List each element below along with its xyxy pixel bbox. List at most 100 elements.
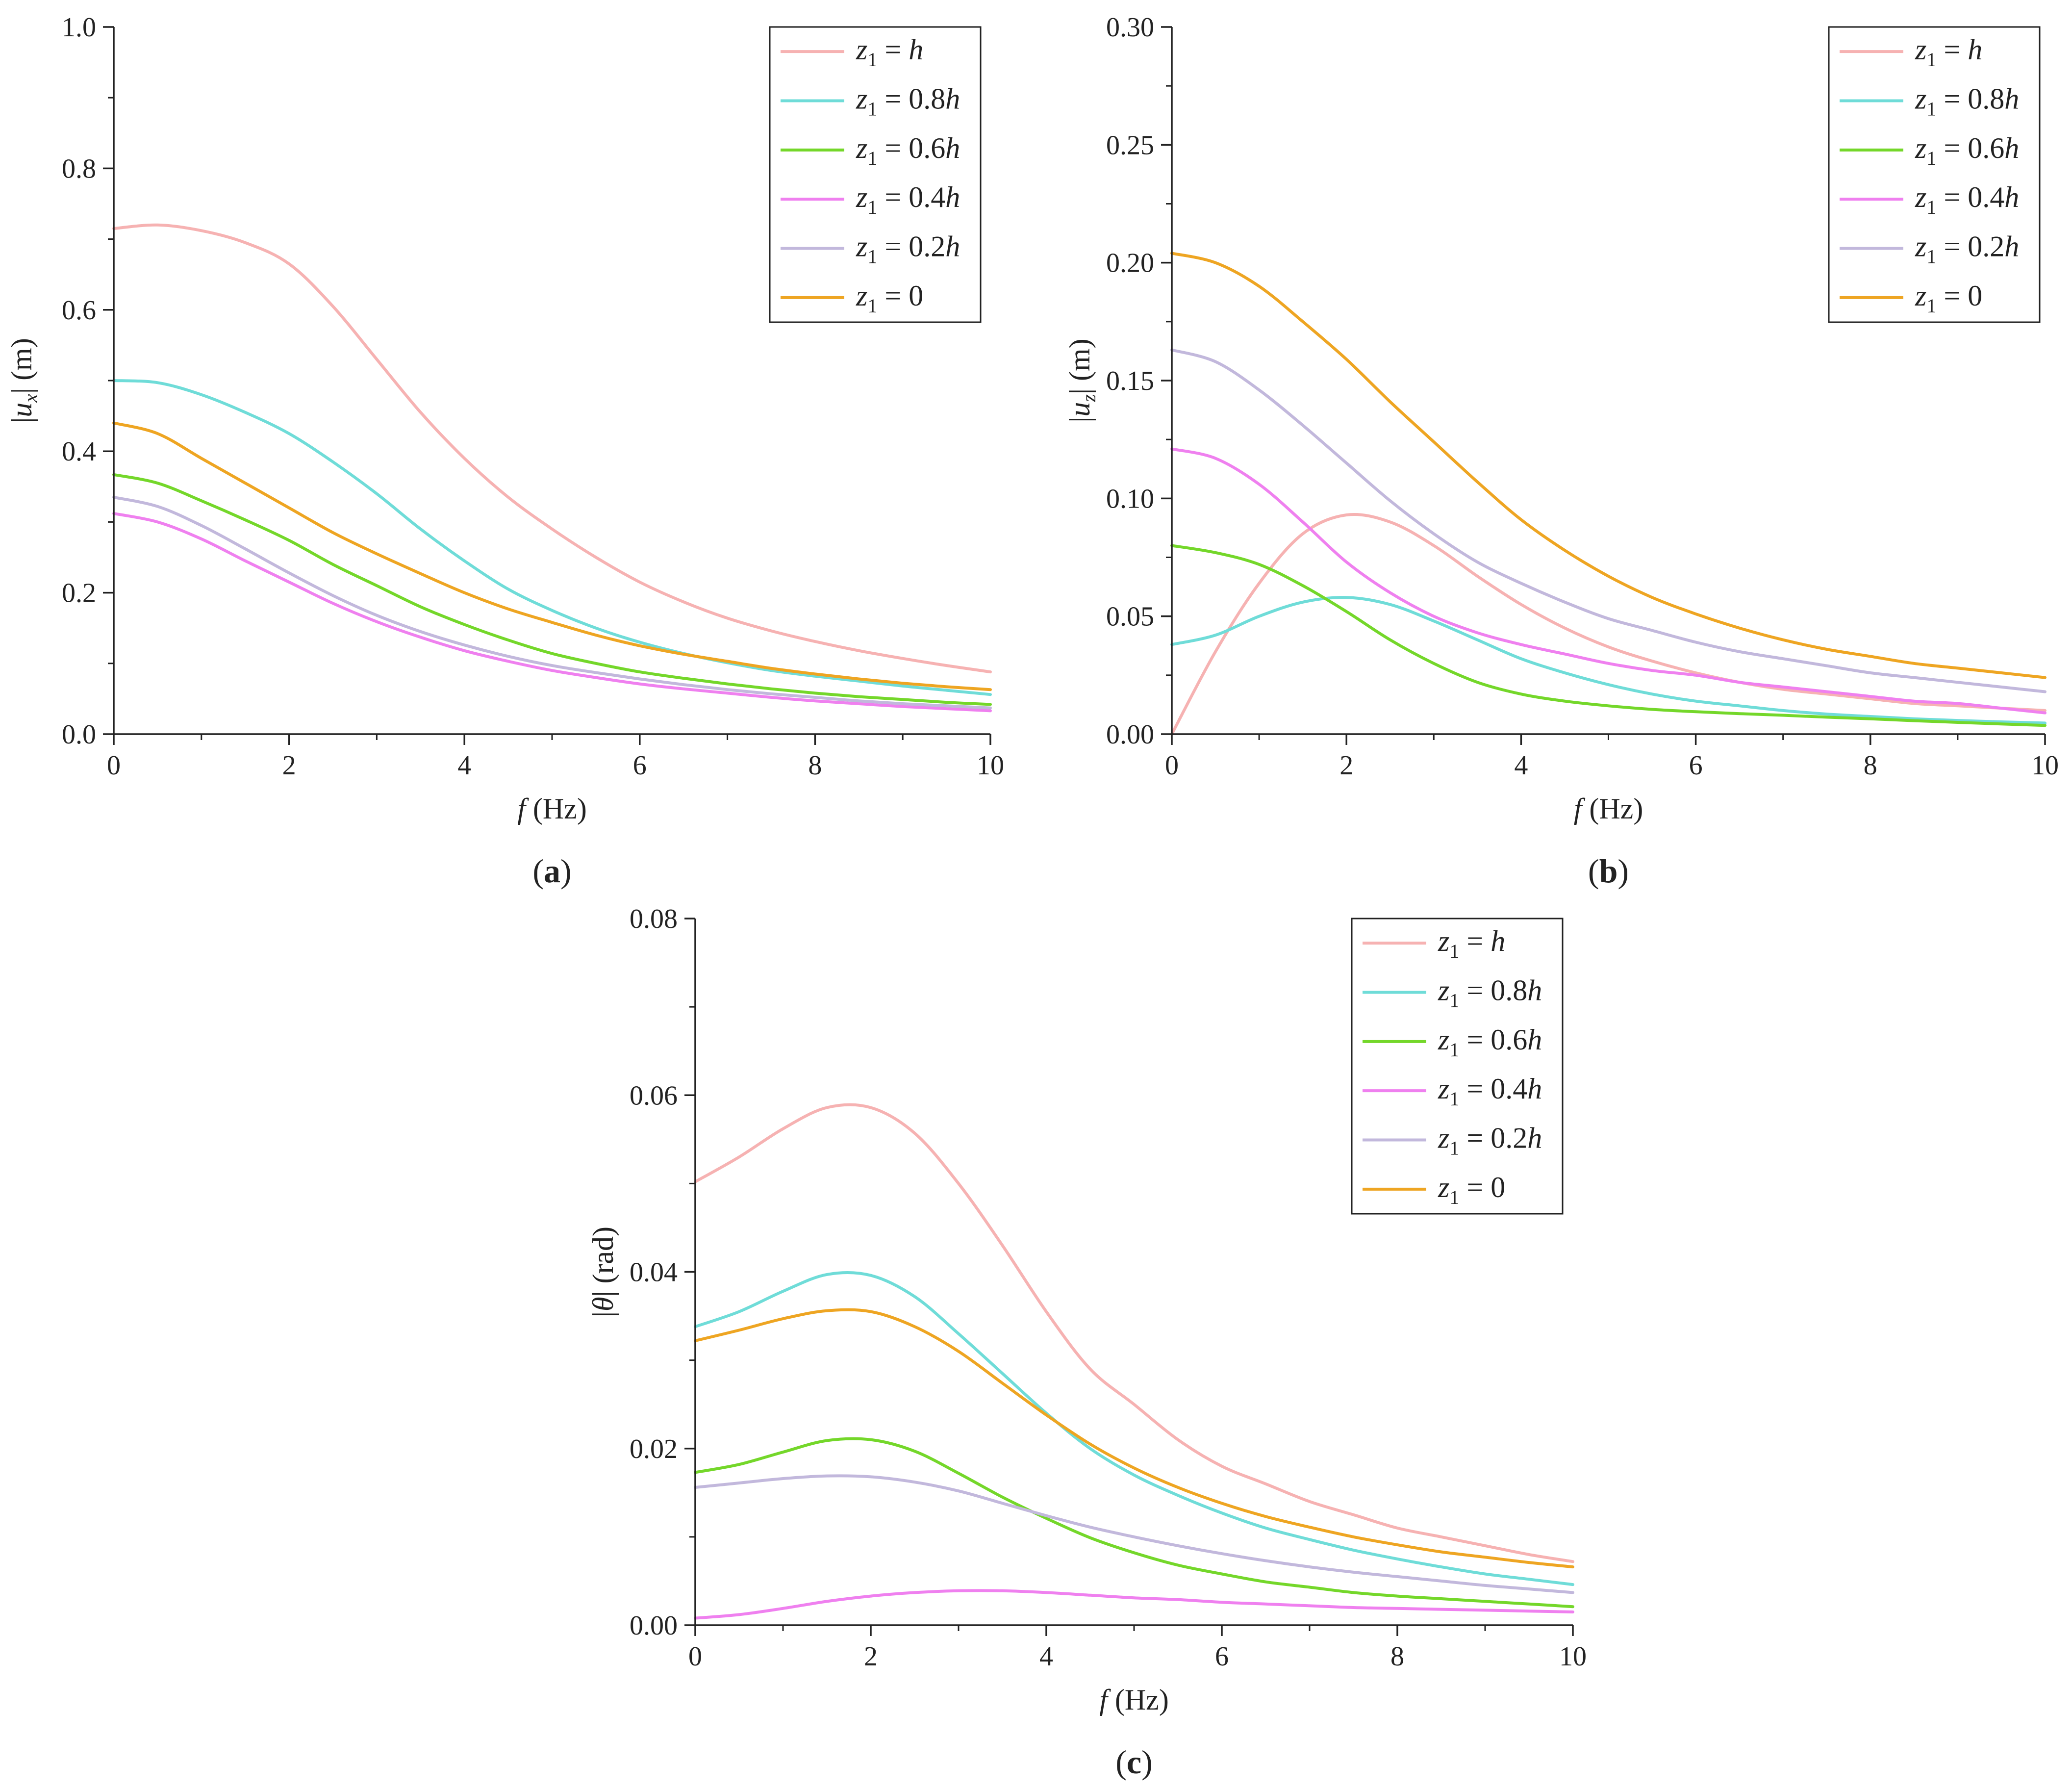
x-tick-label: 4 — [457, 750, 471, 781]
legend-item: z1 = 0.4h — [781, 181, 960, 218]
legend-item: z1 = 0 — [781, 280, 923, 317]
legend-label: z1 = 0 — [1438, 1171, 1505, 1208]
series-line-5 — [694, 1308, 1574, 1569]
legend-label: z1 = 0.2h — [856, 230, 960, 268]
legend: z1 = h z1 = 0.8h z1 = 0.6h z1 = 0.4h z1 = 0.… — [1351, 918, 1564, 1215]
legend-item: z1 = 0.6h — [1840, 132, 2019, 169]
y-tick-label: 0.15 — [1106, 366, 1154, 396]
x-tick-label: 10 — [977, 750, 1004, 781]
series-line-1 — [694, 1271, 1574, 1586]
legend-label: z1 = 0.2h — [1438, 1122, 1542, 1159]
series-line-0 — [694, 1103, 1574, 1563]
x-tick-label: 6 — [1215, 1641, 1229, 1672]
series-line-0 — [1170, 512, 2047, 736]
legend-label: z1 = h — [1915, 33, 1982, 71]
legend-label: z1 = h — [1438, 925, 1505, 962]
y-tick-label: 0.2 — [62, 578, 96, 609]
series-line-1 — [112, 379, 992, 696]
x-tick-label: 4 — [1039, 1641, 1053, 1672]
x-tick-label: 4 — [1514, 750, 1528, 781]
x-tick-label: 0 — [1165, 750, 1179, 781]
y-tick-label: 0.04 — [630, 1257, 678, 1288]
legend-item: z1 = 0.6h — [781, 132, 960, 169]
x-tick-label: 10 — [1559, 1641, 1587, 1672]
legend-label: z1 = 0 — [1915, 280, 1982, 317]
legend-item: z1 = 0.6h — [1363, 1023, 1542, 1061]
series-line-3 — [1170, 447, 2047, 715]
legend-label: z1 = 0.4h — [1915, 181, 2019, 218]
series-line-2 — [112, 473, 992, 706]
y-tick-label: 0.25 — [1106, 130, 1154, 160]
series-group — [1170, 252, 2047, 736]
x-axis-title: f (Hz) — [1574, 792, 1643, 825]
y-tick-label: 0.06 — [630, 1080, 678, 1111]
series-group — [694, 1103, 1574, 1620]
legend-box — [1351, 918, 1564, 1215]
x-axis-title: f (Hz) — [517, 792, 587, 825]
x-tick-label: 2 — [282, 750, 296, 781]
legend-label: z1 = 0.8h — [1438, 974, 1542, 1012]
legend-item: z1 = h — [781, 33, 923, 71]
x-tick-label: 6 — [1689, 750, 1703, 781]
series-line-2 — [694, 1437, 1574, 1609]
legend-item: z1 = 0 — [1840, 280, 1982, 317]
legend-label: z1 = 0.4h — [856, 181, 960, 218]
x-tick-label: 0 — [107, 750, 121, 781]
legend-label: z1 = 0.4h — [1438, 1073, 1542, 1110]
y-tick-label: 0.00 — [630, 1610, 678, 1641]
legend-label: z1 = 0.6h — [856, 132, 960, 169]
series-line-1 — [1170, 596, 2047, 725]
series-group — [112, 223, 992, 713]
legend-item: z1 = 0.4h — [1363, 1073, 1542, 1110]
y-tick-label: 0.10 — [1106, 484, 1154, 514]
legend: z1 = h z1 = 0.8h z1 = 0.6h z1 = 0.4h z1 = 0.… — [769, 26, 982, 323]
y-axis-title: |ux| (m) — [5, 338, 42, 423]
y-tick-label: 0.02 — [630, 1434, 678, 1464]
y-tick-label: 0.4 — [62, 436, 96, 467]
series-line-5 — [1170, 252, 2047, 679]
legend: z1 = h z1 = 0.8h z1 = 0.6h z1 = 0.4h z1 = 0.… — [1828, 26, 2041, 323]
legend-label: z1 = 0 — [856, 280, 923, 317]
series-line-5 — [112, 421, 992, 691]
y-tick-label: 0.08 — [630, 904, 678, 934]
series-line-4 — [694, 1474, 1574, 1594]
series-line-4 — [1170, 348, 2047, 693]
panel-label: (a) — [532, 852, 571, 890]
legend-item: z1 = 0.2h — [1363, 1122, 1542, 1159]
y-axis-title: |θ| (rad) — [587, 1227, 619, 1317]
series-line-0 — [112, 223, 992, 674]
y-tick-label: 0.8 — [62, 153, 96, 184]
x-tick-label: 2 — [864, 1641, 878, 1672]
legend-item: z1 = 0.2h — [1840, 230, 2019, 268]
series-line-3 — [694, 1589, 1574, 1620]
y-tick-label: 0.00 — [1106, 719, 1154, 750]
legend-box — [1828, 26, 2041, 323]
chart-panel-c: 0 2 4 6 8 10 0.00 0.02 0.04 0.06 0.08 f (Hz) |θ| (ra… — [587, 904, 1587, 1781]
legend-item: z1 = 0.4h — [1840, 181, 2019, 218]
legend-item: z1 = h — [1363, 925, 1505, 962]
legend-item: z1 = 0.8h — [1840, 83, 2019, 120]
series-line-3 — [112, 512, 992, 713]
x-tick-label: 6 — [633, 750, 647, 781]
chart-panel-a: 0 2 4 6 8 10 0.0 0.2 0.4 0.6 0.8 1.0 f (Hz) |ux| (m) (… — [5, 12, 1004, 890]
x-tick-label: 10 — [2031, 750, 2059, 781]
x-tick-label: 8 — [808, 750, 822, 781]
legend-label: z1 = 0.6h — [1915, 132, 2019, 169]
series-line-2 — [1170, 544, 2047, 727]
legend-label: z1 = 0.6h — [1438, 1023, 1542, 1061]
y-tick-label: 0.05 — [1106, 602, 1154, 632]
y-tick-label: 0.30 — [1106, 12, 1154, 43]
series-line-4 — [112, 495, 992, 710]
x-tick-label: 0 — [688, 1641, 702, 1672]
legend-item: z1 = h — [1840, 33, 1982, 71]
x-tick-label: 8 — [1864, 750, 1877, 781]
legend-label: z1 = 0.2h — [1915, 230, 2019, 268]
y-tick-label: 1.0 — [62, 12, 96, 43]
y-tick-label: 0.0 — [62, 719, 96, 750]
legend-label: z1 = 0.8h — [1915, 83, 2019, 120]
legend-item: z1 = 0.8h — [781, 83, 960, 120]
legend-box — [769, 26, 982, 323]
legend-label: z1 = 0.8h — [856, 83, 960, 120]
x-tick-label: 2 — [1339, 750, 1353, 781]
